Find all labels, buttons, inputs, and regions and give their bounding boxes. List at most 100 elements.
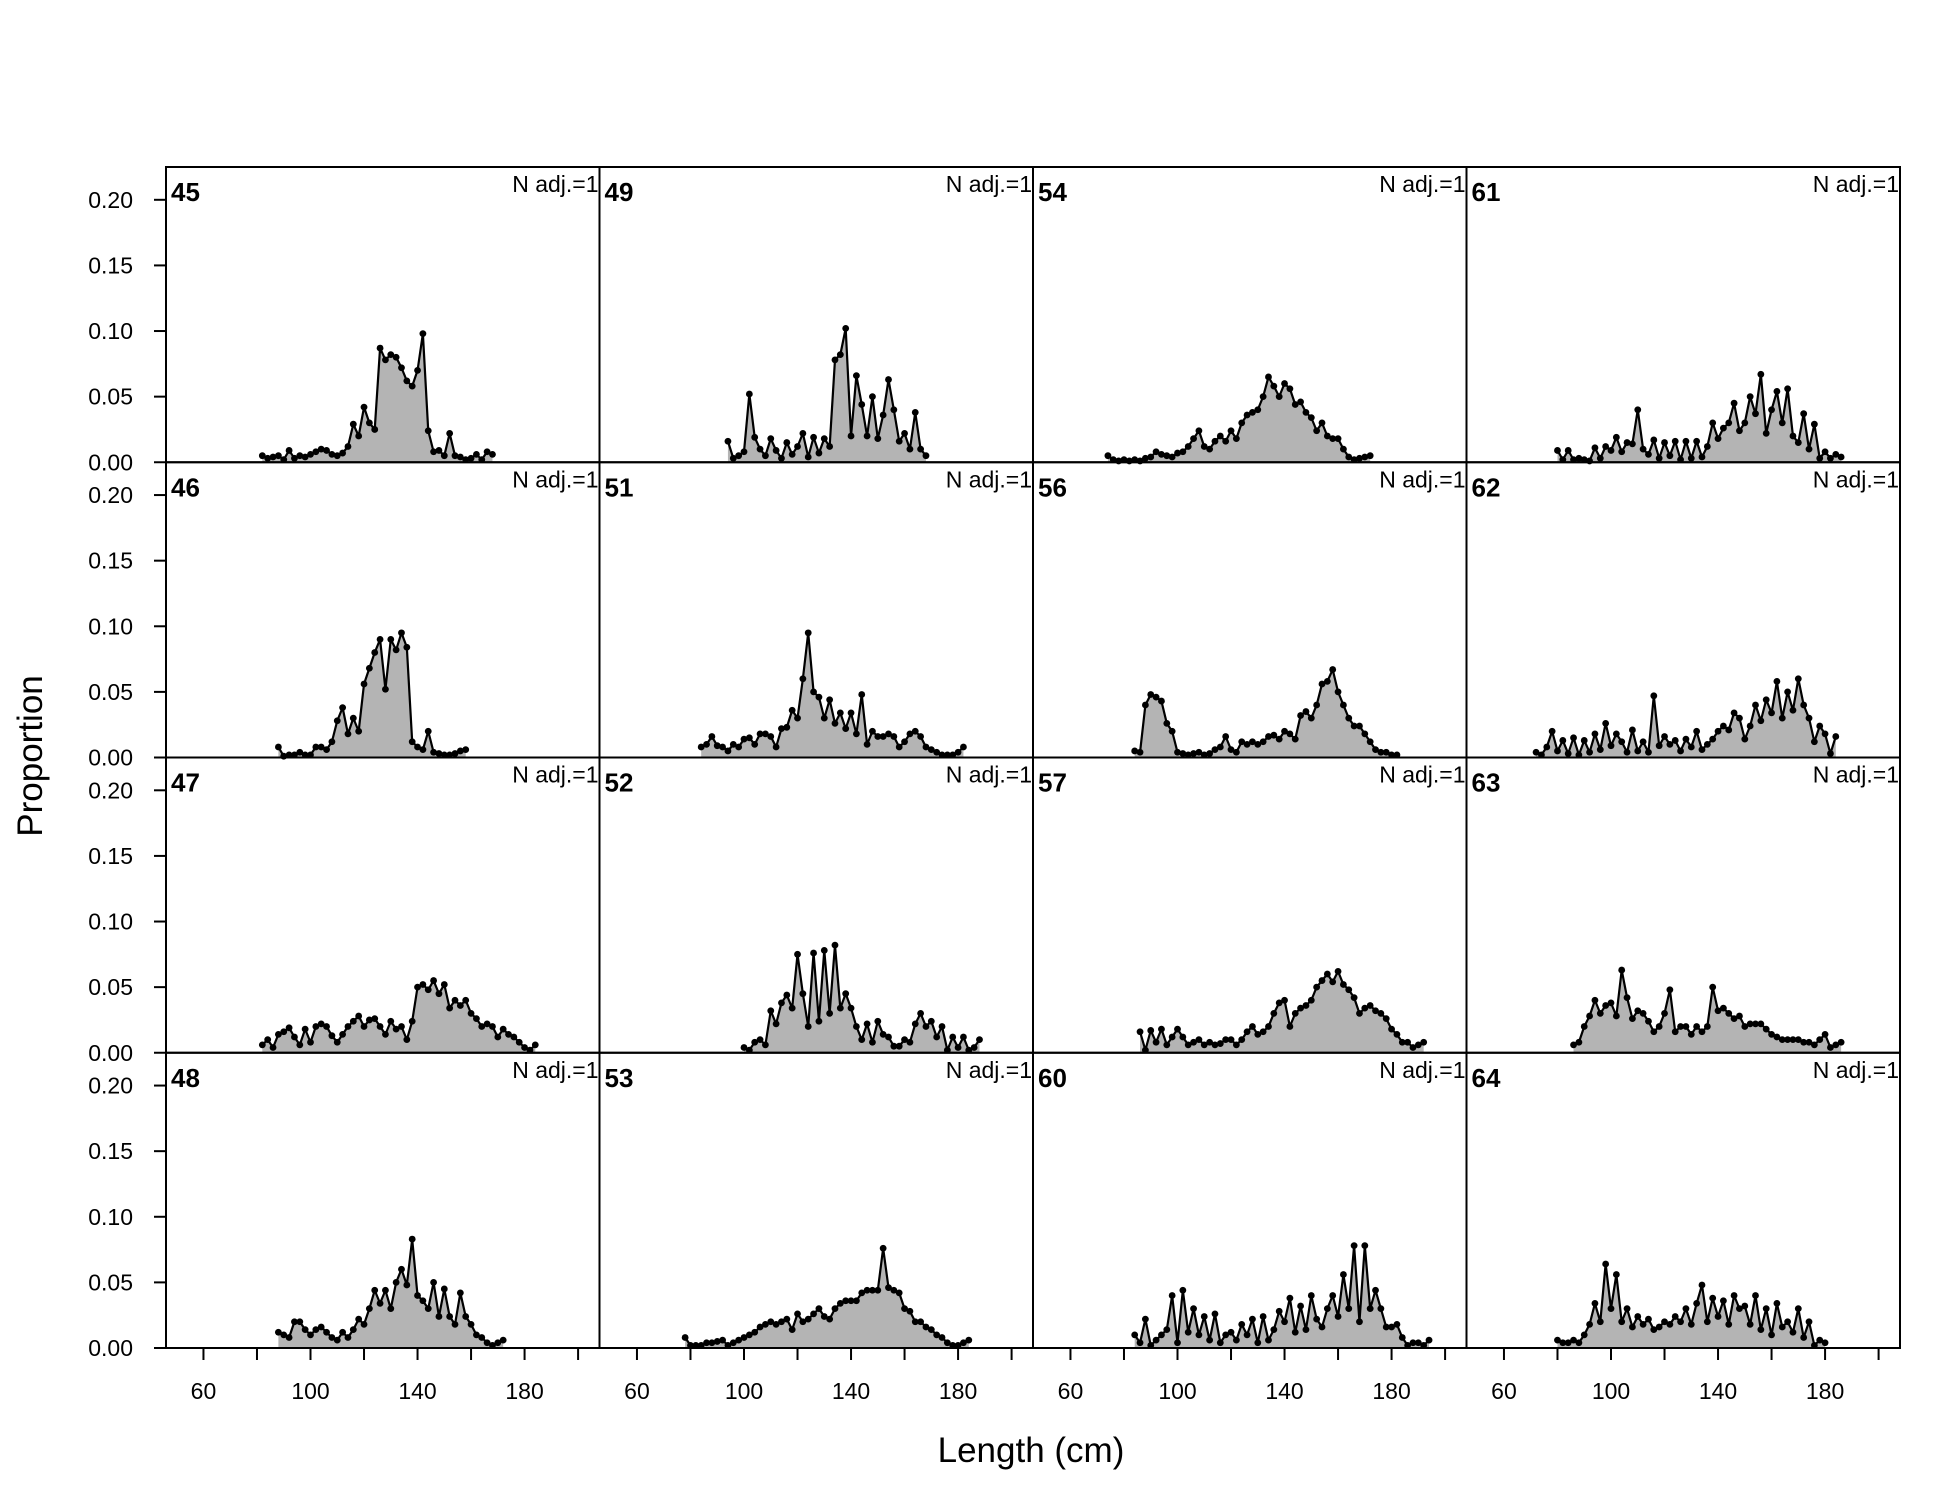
data-point (1222, 733, 1230, 740)
data-point (323, 1328, 330, 1336)
data-point (1377, 1009, 1385, 1017)
data-point (836, 709, 844, 717)
data-point (1575, 454, 1583, 462)
data-point (280, 1028, 288, 1036)
data-point (1757, 1020, 1765, 1028)
data-point (762, 730, 769, 738)
data-point (762, 452, 769, 460)
data-point (874, 435, 882, 443)
data-point (1816, 454, 1824, 462)
data-point (1238, 1320, 1246, 1328)
data-point (1821, 730, 1829, 738)
data-point (1211, 1310, 1219, 1318)
data-point (1388, 1323, 1395, 1331)
data-point (1752, 410, 1759, 418)
data-point (1768, 406, 1775, 414)
data-point (1227, 1328, 1235, 1336)
data-point (1607, 447, 1615, 454)
panel-label: 53 (605, 1063, 634, 1093)
data-point (1398, 1334, 1406, 1341)
data-point (1752, 701, 1759, 709)
data-point (847, 432, 855, 440)
data-point (810, 1310, 817, 1318)
data-point (1671, 737, 1679, 744)
data-point (1789, 1328, 1797, 1336)
data-point (1163, 719, 1171, 727)
data-point (815, 449, 823, 457)
data-point (826, 1315, 834, 1323)
panel-51: 51 N adj.=1 (598, 461, 1034, 759)
data-point (1398, 1038, 1406, 1046)
distribution-area (685, 1248, 969, 1348)
data-point (1570, 734, 1577, 742)
data-point (1564, 750, 1572, 757)
data-point (1703, 443, 1711, 450)
y-tick-label: 0.10 (88, 909, 133, 935)
data-point (1778, 714, 1786, 722)
data-point (1254, 1339, 1262, 1347)
data-point (1163, 452, 1171, 460)
data-point (333, 1038, 341, 1046)
data-point (1302, 1002, 1310, 1009)
data-point (1313, 983, 1321, 991)
data-point (430, 448, 437, 456)
data-point (1174, 1339, 1181, 1347)
n-adj-label: N adj.=1 (946, 466, 1032, 492)
data-point (392, 353, 400, 361)
data-point (1805, 1318, 1813, 1326)
y-tick-label: 0.05 (88, 974, 133, 1000)
data-point (1639, 445, 1647, 453)
data-point (1414, 1041, 1422, 1049)
data-point (280, 1331, 288, 1339)
data-point (1794, 439, 1802, 446)
data-point (349, 420, 357, 428)
y-axis-title: Proportion (11, 675, 50, 836)
data-point (1559, 737, 1567, 744)
panel-label: 60 (1038, 1063, 1067, 1093)
data-point (794, 1310, 801, 1318)
data-point (1318, 419, 1326, 427)
y-tick-label: 0.00 (88, 449, 133, 475)
data-point (767, 733, 775, 740)
panel-label: 56 (1038, 472, 1067, 502)
data-point (1682, 437, 1690, 445)
data-point (804, 1315, 812, 1323)
data-point (1714, 1007, 1722, 1015)
panel-64: 64 N adj.=1 (1465, 1051, 1901, 1349)
data-point (414, 983, 421, 991)
data-point (879, 1244, 887, 1252)
data-point (1827, 750, 1834, 757)
data-point (911, 1318, 919, 1326)
data-point (1216, 743, 1224, 751)
data-point (1682, 1023, 1690, 1030)
data-point (360, 1023, 368, 1030)
data-point (1136, 1028, 1144, 1036)
data-point (403, 1036, 411, 1044)
data-point (842, 725, 850, 733)
data-point (291, 1318, 298, 1326)
data-point (419, 981, 427, 988)
data-point (1752, 1292, 1759, 1299)
data-point (697, 743, 705, 751)
data-point (917, 1318, 925, 1326)
data-point (1698, 1028, 1706, 1036)
data-point (1291, 1009, 1299, 1017)
data-point (917, 1009, 925, 1017)
data-point (1286, 385, 1294, 393)
data-point (419, 1297, 427, 1305)
data-point (1372, 1286, 1379, 1294)
data-point (906, 730, 914, 738)
data-point (1409, 1339, 1417, 1347)
data-point (328, 1032, 336, 1040)
panel-label: 47 (171, 768, 200, 798)
data-point (1586, 1320, 1593, 1328)
data-point (1832, 1041, 1840, 1049)
data-point (745, 1331, 753, 1339)
distribution-area (1107, 376, 1371, 463)
data-point (296, 452, 304, 460)
data-point (1382, 1323, 1390, 1331)
data-point (1238, 738, 1246, 746)
data-point (960, 1033, 967, 1041)
data-point (1243, 411, 1251, 419)
data-point (1190, 1038, 1197, 1046)
